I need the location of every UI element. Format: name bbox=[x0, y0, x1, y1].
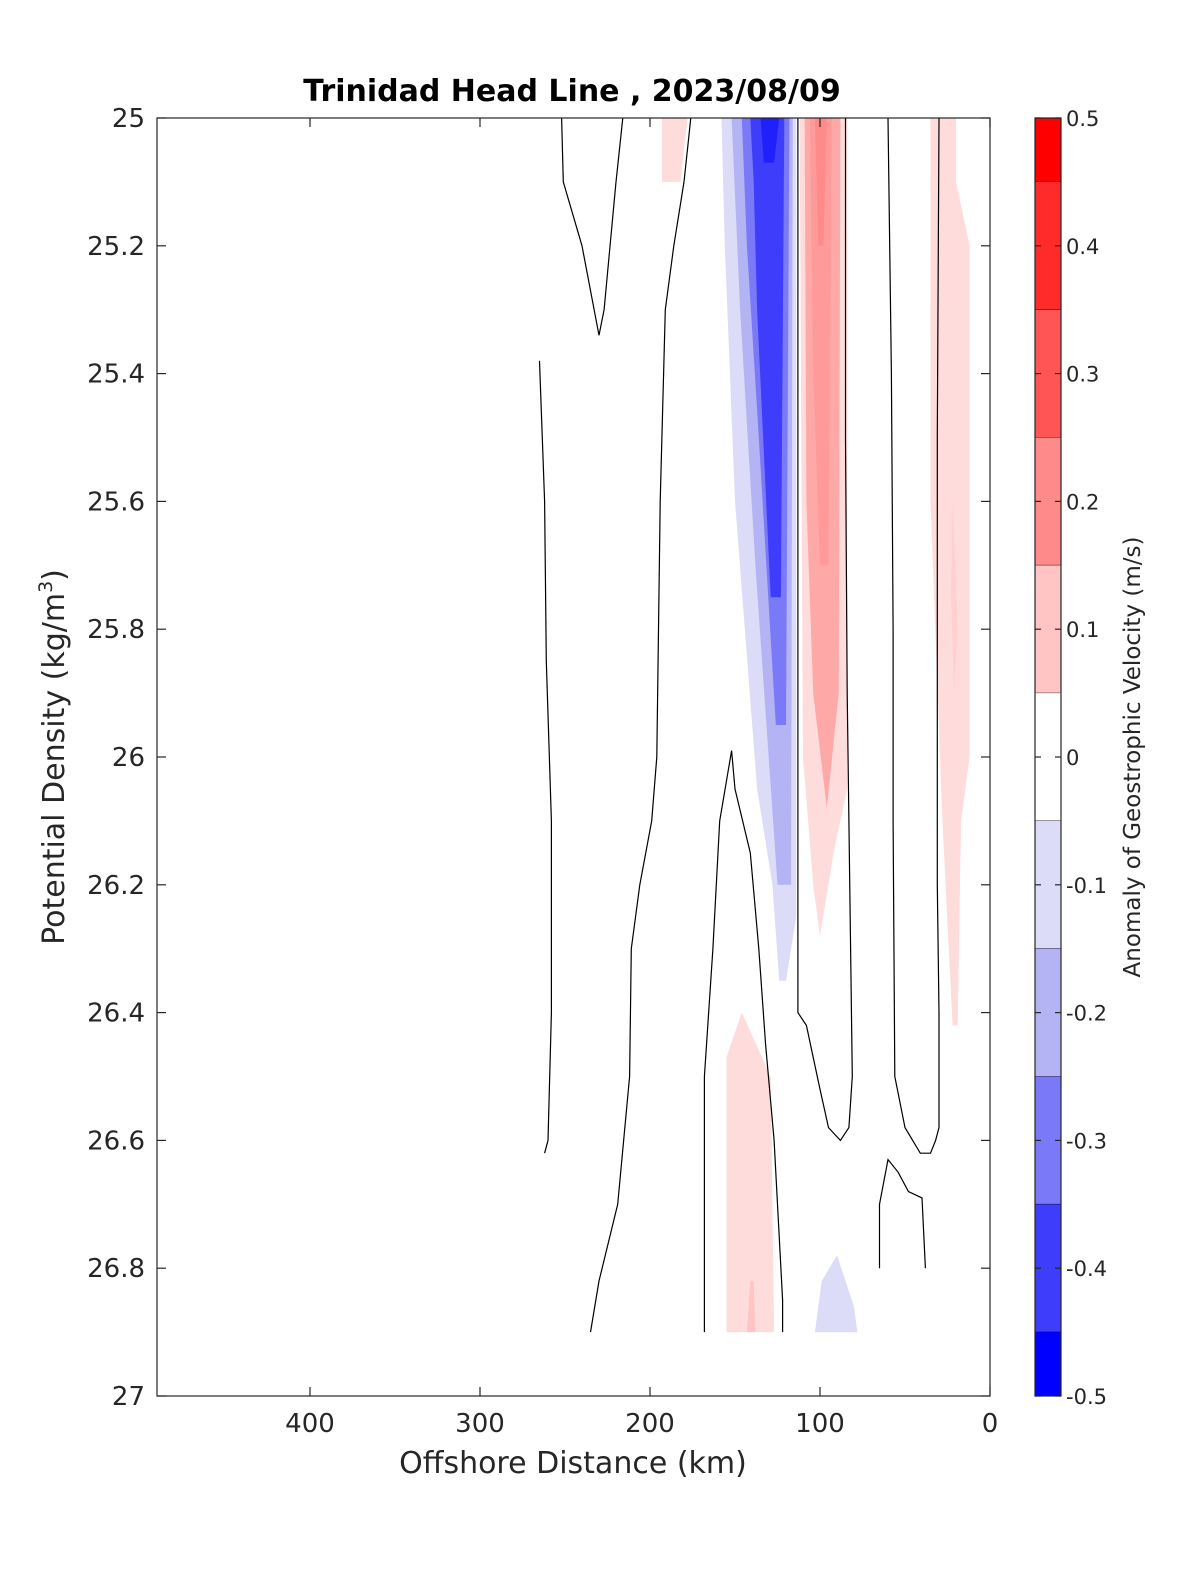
x-tick-label: 100 bbox=[795, 1409, 845, 1439]
y-tick-label: 26.6 bbox=[87, 1126, 145, 1156]
colorbar-ticks: 0.5 0.4 0.3 0.2 0.1 0 -0.1 -0.2 -0.3 -0.4 -0.5 bbox=[1035, 107, 1107, 1409]
colorbar-tick-label: -0.3 bbox=[1066, 1129, 1107, 1153]
x-axis-label: Offshore Distance (km) bbox=[399, 1446, 747, 1481]
colorbar-band-10 bbox=[1035, 1332, 1061, 1396]
y-axis-label-superscript: 3 bbox=[35, 581, 57, 593]
contour-line-3 bbox=[703, 750, 784, 1333]
contour-line-1 bbox=[538, 360, 553, 1154]
y-tick-label: 27 bbox=[112, 1382, 145, 1412]
contour-region-11 bbox=[950, 501, 958, 694]
colorbar-tick-label: 0.4 bbox=[1066, 235, 1099, 259]
colorbar-tick-label: 0.2 bbox=[1066, 490, 1099, 514]
x-tick-label: 300 bbox=[455, 1409, 505, 1439]
y-tick-label: 25.2 bbox=[87, 232, 145, 262]
plot-area: 400 300 200 100 0 25 25.2 25.4 25.6 25.8 26 26.2 26… bbox=[87, 104, 998, 1439]
colorbar-tick-label: 0 bbox=[1066, 746, 1079, 770]
colorbar: 0.5 0.4 0.3 0.2 0.1 0 -0.1 -0.2 -0.3 -0.4 -0.5 bbox=[1034, 107, 1107, 1409]
contour-region-0 bbox=[661, 118, 688, 182]
contour-line-5 bbox=[887, 118, 940, 1154]
contour-region-5 bbox=[760, 118, 780, 163]
y-tick-label: 26 bbox=[112, 743, 145, 773]
filled-contour-regions bbox=[661, 118, 970, 1333]
contour-region-9 bbox=[814, 118, 827, 246]
x-tick-label: 0 bbox=[982, 1409, 999, 1439]
x-axis-ticks: 400 300 200 100 0 bbox=[285, 118, 998, 1439]
contour-line-2 bbox=[589, 118, 692, 1333]
x-tick-label: 200 bbox=[625, 1409, 675, 1439]
y-tick-label: 25.8 bbox=[87, 615, 145, 645]
y-tick-label: 25.4 bbox=[87, 360, 145, 390]
y-axis-label-base: Potential Density (kg/m bbox=[37, 593, 72, 945]
colorbar-tick-label: -0.2 bbox=[1066, 1002, 1107, 1026]
contour-region-12 bbox=[726, 1012, 775, 1333]
plot-background bbox=[157, 118, 990, 1396]
chart-title: Trinidad Head Line , 2023/08/09 bbox=[303, 74, 840, 109]
x-tick-label: 400 bbox=[285, 1409, 335, 1439]
contour-region-14 bbox=[814, 1255, 858, 1333]
contour-region-4 bbox=[750, 118, 785, 598]
y-tick-label: 26.4 bbox=[87, 999, 145, 1029]
y-tick-label: 25 bbox=[112, 104, 145, 134]
y-tick-label: 26.8 bbox=[87, 1254, 145, 1284]
y-tick-label: 25.6 bbox=[87, 487, 145, 517]
contour-region-8 bbox=[809, 118, 832, 566]
y-axis-label: Potential Density (kg/m3) bbox=[35, 569, 72, 945]
colorbar-tick-label: -0.1 bbox=[1066, 874, 1107, 898]
y-axis-label-close: ) bbox=[37, 569, 72, 581]
y-tick-label: 26.2 bbox=[87, 871, 145, 901]
contour-line-0 bbox=[561, 118, 624, 336]
contour-lines bbox=[538, 118, 940, 1333]
colorbar-tick-label: -0.4 bbox=[1066, 1257, 1107, 1281]
colorbar-band-0 bbox=[1035, 118, 1061, 182]
colorbar-tick-label: 0.1 bbox=[1066, 618, 1099, 642]
colorbar-label: Anomaly of Geostrophic Velocity (m/s) bbox=[1120, 537, 1146, 978]
contour-region-13 bbox=[746, 1281, 756, 1333]
colorbar-tick-label: 0.5 bbox=[1066, 107, 1099, 131]
contour-region-10 bbox=[930, 118, 970, 1026]
contour-line-6 bbox=[878, 1158, 926, 1269]
y-axis-ticks: 25 25.2 25.4 25.6 25.8 26 26.2 26.4 26.6 26.8 27 bbox=[87, 104, 990, 1412]
colorbar-tick-label: -0.5 bbox=[1066, 1385, 1107, 1409]
colorbar-tick-label: 0.3 bbox=[1066, 363, 1099, 387]
contour-line-4 bbox=[797, 118, 853, 1142]
